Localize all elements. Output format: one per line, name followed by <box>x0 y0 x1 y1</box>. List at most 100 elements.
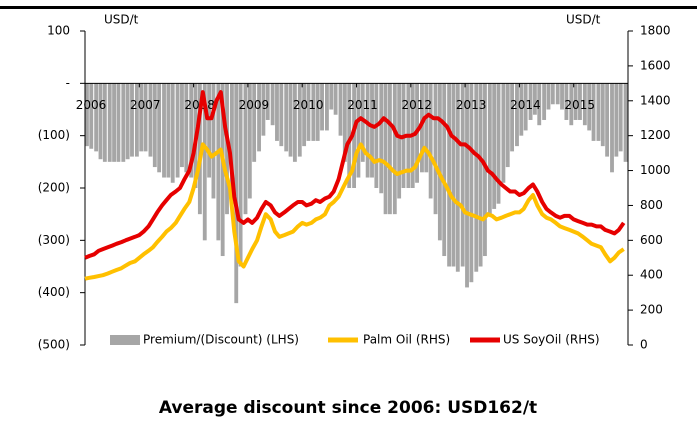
bar <box>501 83 506 183</box>
top-rule <box>0 6 697 9</box>
bar <box>134 83 139 157</box>
bar <box>383 83 388 215</box>
plot-area <box>85 83 628 304</box>
y-tick-label: (500) <box>38 338 70 352</box>
y2-tick-label: 0 <box>640 338 648 352</box>
line-series <box>84 90 626 260</box>
y2-tick-label: 400 <box>640 268 663 282</box>
bar <box>437 83 442 241</box>
bar <box>578 83 582 120</box>
bar <box>542 83 547 120</box>
y2-tick-label: 200 <box>640 303 663 317</box>
x-tick-label: 2015 <box>564 98 595 112</box>
bar <box>207 83 212 178</box>
bar <box>455 83 460 272</box>
bar <box>112 83 116 162</box>
bar <box>279 83 284 147</box>
bar <box>311 83 316 141</box>
bar <box>550 83 555 105</box>
x-tick-label: 2006 <box>76 98 107 112</box>
bar <box>329 83 334 110</box>
bar <box>564 83 569 120</box>
bar <box>605 83 610 157</box>
legend-label: Palm Oil (RHS) <box>363 333 450 347</box>
bar <box>189 83 194 178</box>
bar <box>424 83 429 173</box>
bar <box>374 83 379 188</box>
y-tick-label: 100 <box>47 24 70 38</box>
bar <box>610 83 614 173</box>
bar <box>202 83 207 241</box>
bar <box>569 83 574 126</box>
y-axis-unit: USD/t <box>104 13 139 27</box>
bar <box>247 83 252 199</box>
bar <box>152 83 157 168</box>
legend-swatch <box>110 335 140 345</box>
y-tick-label: (400) <box>38 285 70 299</box>
bar <box>591 83 596 141</box>
bar <box>170 83 175 183</box>
bar <box>370 83 374 178</box>
bar <box>116 83 121 162</box>
bar <box>130 83 134 157</box>
bar <box>325 83 329 131</box>
x-tick-label: 2011 <box>347 98 378 112</box>
x-tick-label: 2007 <box>130 98 161 112</box>
bar <box>107 83 112 162</box>
bar <box>496 83 501 204</box>
bar <box>532 83 537 115</box>
y2-tick-label: 1200 <box>640 128 671 142</box>
annotation: Average discount since 2006: USD162/t <box>159 398 537 418</box>
y2-tick-label: 1800 <box>640 24 671 38</box>
bar <box>216 83 221 241</box>
bar <box>297 83 302 157</box>
bar <box>98 83 103 160</box>
bar <box>523 83 528 131</box>
bar <box>320 83 324 131</box>
bar <box>162 83 166 178</box>
bar <box>333 83 338 115</box>
bar <box>600 83 605 147</box>
x-tick-label: 2014 <box>510 98 541 112</box>
bar <box>447 83 452 267</box>
x-tick-label: 2009 <box>239 98 270 112</box>
bar <box>94 83 99 152</box>
bar <box>121 83 126 162</box>
x-tick-label: 2012 <box>402 98 433 112</box>
bar <box>560 83 564 110</box>
bar <box>379 83 384 194</box>
y2-tick-label: 800 <box>640 198 663 212</box>
y-tick-label: (200) <box>38 181 70 195</box>
bar <box>166 83 171 178</box>
bar <box>510 83 515 152</box>
bar <box>175 83 180 178</box>
bar <box>243 83 248 215</box>
bar <box>180 83 184 168</box>
bar <box>465 83 469 288</box>
bar <box>338 83 343 136</box>
bar <box>342 83 347 162</box>
bar <box>139 83 144 152</box>
bar <box>143 83 148 152</box>
bar <box>347 83 352 188</box>
bar <box>596 83 601 141</box>
bar <box>302 83 307 147</box>
bar <box>546 83 551 110</box>
bar <box>618 83 623 152</box>
bar <box>515 83 519 147</box>
y2-axis-unit: USD/t <box>566 13 601 27</box>
bar <box>614 83 619 157</box>
bar <box>284 83 289 152</box>
bar <box>102 83 107 162</box>
bar <box>469 83 474 283</box>
bar <box>505 83 510 168</box>
x-tick-label: 2010 <box>293 98 324 112</box>
x-tick-label: 2013 <box>456 98 487 112</box>
bar <box>582 83 587 126</box>
y2-tick-label: 1600 <box>640 58 671 72</box>
bar <box>387 83 392 215</box>
bar <box>356 83 361 178</box>
bar <box>442 83 447 257</box>
bar <box>519 83 524 136</box>
